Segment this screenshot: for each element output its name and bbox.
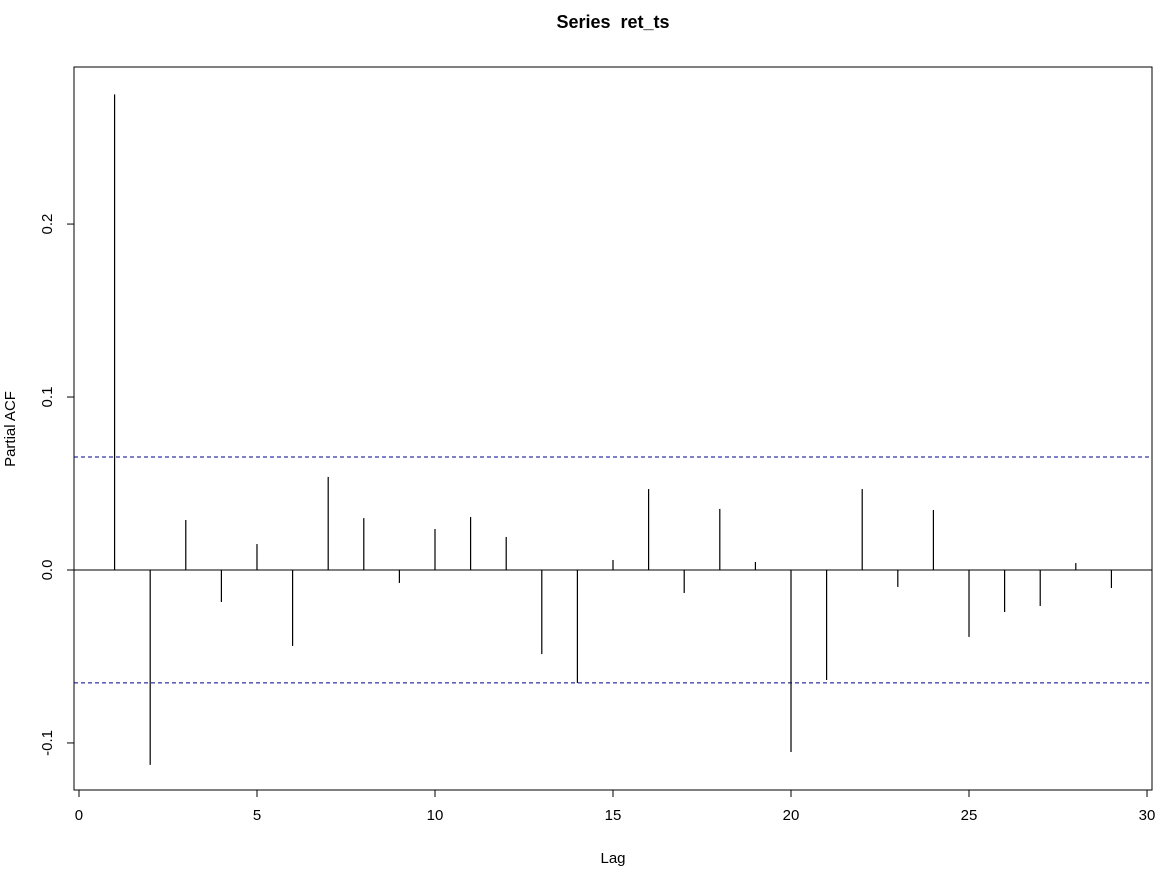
x-tick-label: 10 — [427, 807, 444, 824]
x-axis-label: Lag — [600, 850, 625, 867]
y-tick-label: 0.1 — [39, 387, 56, 408]
y-tick-label: 0.0 — [39, 560, 56, 581]
x-tick-label: 5 — [253, 807, 261, 824]
x-tick-label: 30 — [1139, 807, 1156, 824]
y-tick-label: 0.2 — [39, 214, 56, 235]
y-tick-label: -0.1 — [39, 730, 56, 756]
x-tick-label: 25 — [961, 807, 978, 824]
x-tick-label: 15 — [605, 807, 622, 824]
x-tick-label: 20 — [783, 807, 800, 824]
x-tick-label: 0 — [75, 807, 83, 824]
chart-title: Series ret_ts — [556, 12, 669, 32]
plot-frame — [73, 66, 1153, 791]
y-axis-label: Partial ACF — [2, 391, 19, 467]
